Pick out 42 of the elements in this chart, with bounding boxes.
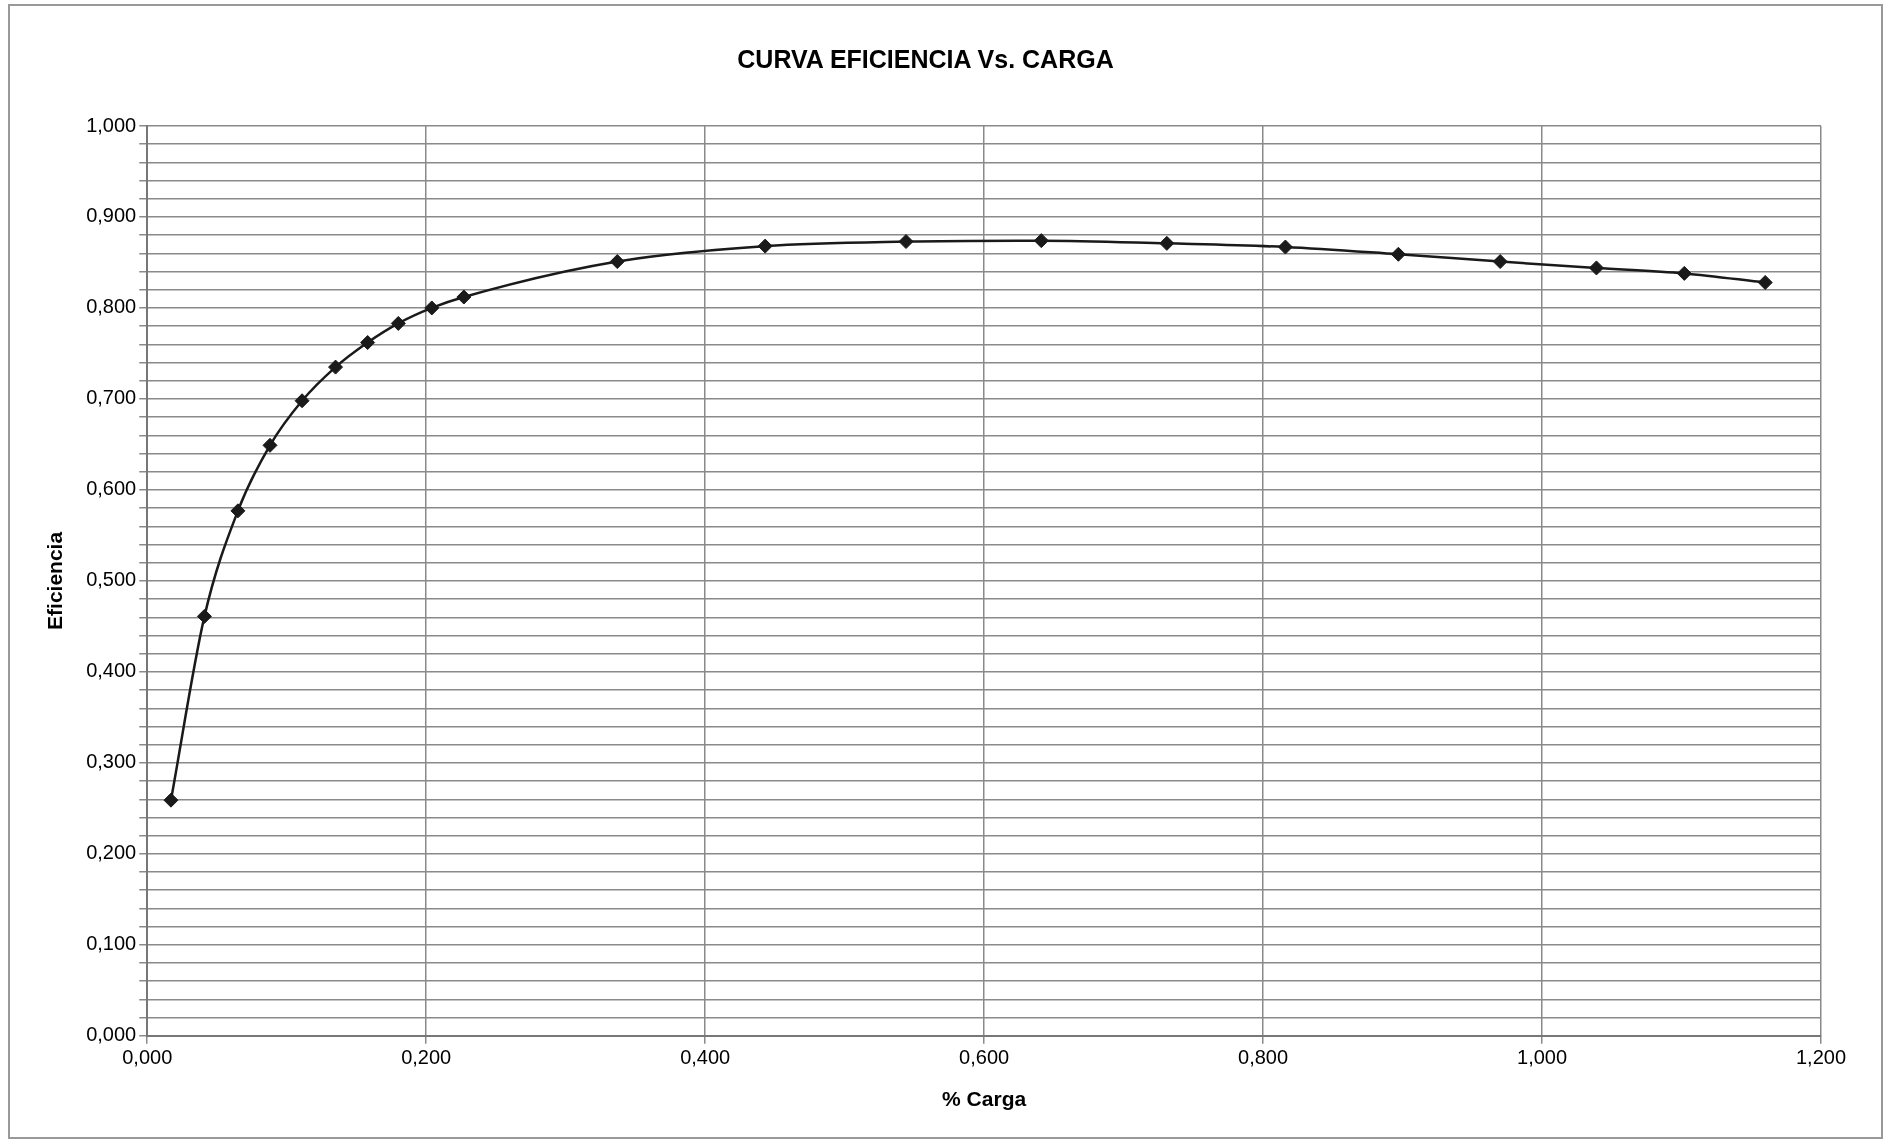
- point: [1588, 260, 1604, 276]
- point: [456, 289, 472, 305]
- point: [757, 238, 773, 254]
- y-tick-label: 0,700: [86, 386, 137, 409]
- y-tick-label: 0,200: [86, 841, 137, 864]
- y-tick-label: 0,500: [86, 568, 137, 591]
- point: [328, 359, 344, 375]
- y-axis-title: Eficiencia: [43, 531, 67, 630]
- y-tick-label: 0,300: [86, 750, 137, 773]
- x-tick-label: 1,000: [1517, 1046, 1568, 1069]
- point: [360, 335, 376, 351]
- x-tick-label: 0,600: [959, 1046, 1010, 1069]
- point: [262, 437, 278, 453]
- point: [609, 254, 625, 270]
- point: [1492, 254, 1508, 270]
- x-tick-label: 0,400: [680, 1046, 731, 1069]
- point: [230, 503, 246, 519]
- y-tick-label: 0,600: [86, 477, 137, 500]
- y-tick-label: 0,100: [86, 932, 137, 955]
- point: [196, 608, 212, 624]
- point: [390, 315, 406, 331]
- point: [1159, 235, 1175, 251]
- y-tick-label: 1,000: [86, 113, 137, 136]
- point: [1033, 233, 1049, 249]
- x-tick-label: 0,200: [401, 1046, 452, 1069]
- point: [1277, 239, 1293, 255]
- y-tick-label: 0,000: [86, 1023, 137, 1046]
- x-axis-title: % Carga: [942, 1087, 1027, 1111]
- y-tick-label: 0,900: [86, 204, 137, 227]
- point: [424, 300, 440, 316]
- chart-title: CURVA EFICIENCIA Vs. CARGA: [737, 44, 1114, 73]
- x-tick-label: 0,000: [122, 1046, 173, 1069]
- point: [1676, 265, 1692, 281]
- y-tick-label: 0,800: [86, 295, 137, 318]
- point: [1757, 274, 1773, 290]
- x-tick-label: 0,800: [1238, 1046, 1289, 1069]
- point: [294, 393, 310, 409]
- x-tick-label: 1,200: [1795, 1046, 1847, 1069]
- point: [898, 234, 914, 250]
- point: [1390, 246, 1406, 262]
- y-tick-label: 0,400: [86, 659, 137, 682]
- point: [163, 792, 179, 808]
